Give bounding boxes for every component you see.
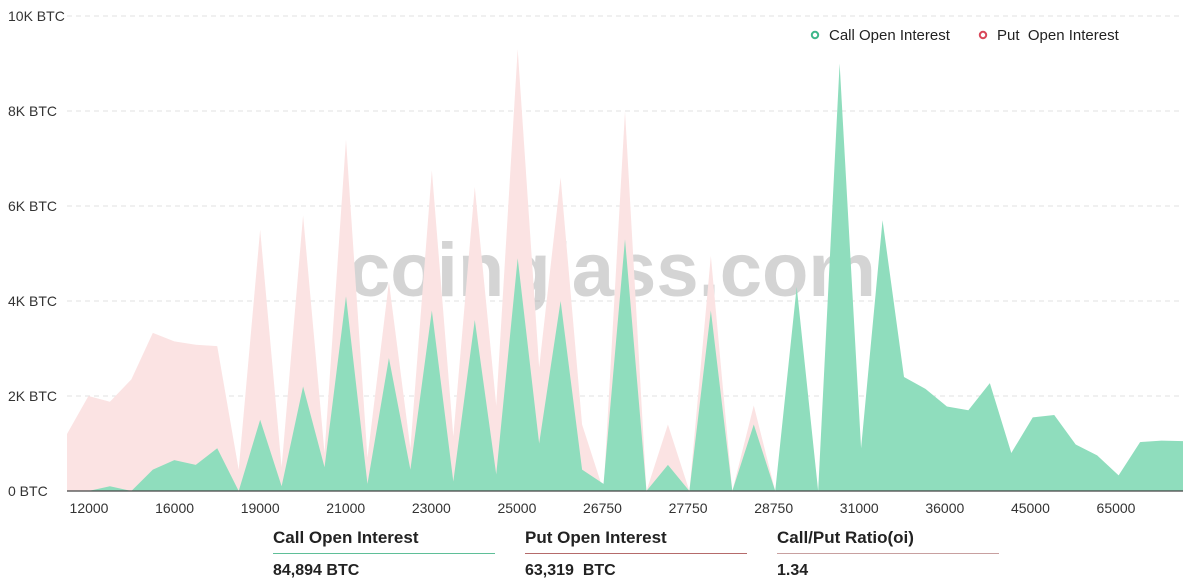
- put-stat: Put Open Interest 63,319 BTC: [525, 528, 747, 580]
- legend-label[interactable]: Call Open Interest: [829, 27, 951, 44]
- legend: Call Open Interest Put Open Interest: [810, 27, 1120, 44]
- x-tick-label: 19000: [241, 500, 280, 516]
- x-tick-label: 16000: [155, 500, 194, 516]
- y-tick-label: 2K BTC: [8, 388, 57, 404]
- x-tick-label: 25000: [497, 500, 536, 516]
- call-oi-label: Call Open Interest: [273, 528, 495, 554]
- series-areas: [67, 49, 1183, 491]
- y-tick-label: 4K BTC: [8, 293, 57, 309]
- x-tick-label: 36000: [925, 500, 964, 516]
- legend-marker: [978, 30, 988, 40]
- x-tick-label: 28750: [754, 500, 793, 516]
- x-tick-label: 27750: [669, 500, 708, 516]
- x-tick-label: 31000: [840, 500, 879, 516]
- summary-stats: Call Open Interest 84,894 BTC Put Open I…: [273, 528, 999, 580]
- series-area-call: [67, 63, 1183, 491]
- x-tick-label: 12000: [70, 500, 109, 516]
- call-oi-value: 84,894 BTC: [273, 562, 360, 579]
- put-oi-value: 63,319 BTC: [525, 562, 616, 579]
- x-tick-label: 26750: [583, 500, 622, 516]
- put-oi-label: Put Open Interest: [525, 528, 747, 554]
- y-axis: 0 BTC 2K BTC 4K BTC 6K BTC 8K BTC 10K BTC: [8, 8, 65, 499]
- y-tick-label: 8K BTC: [8, 103, 57, 119]
- x-tick-label: 21000: [326, 500, 365, 516]
- y-tick-label: 0 BTC: [8, 483, 48, 499]
- ratio-value: 1.34: [777, 562, 809, 579]
- call-stat: Call Open Interest 84,894 BTC: [273, 528, 495, 580]
- y-tick-label: 6K BTC: [8, 198, 57, 214]
- x-axis: 12000 16000 19000 21000 23000 25000 26750 27750…: [67, 490, 1183, 516]
- legend-label[interactable]: Put Open Interest: [997, 27, 1120, 44]
- x-tick-label: 45000: [1011, 500, 1050, 516]
- ratio-label: Call/Put Ratio(oi): [777, 528, 999, 554]
- ratio-stat: Call/Put Ratio(oi) 1.34: [777, 528, 999, 580]
- x-tick-label: 65000: [1097, 500, 1136, 516]
- x-tick-label: 23000: [412, 500, 451, 516]
- legend-marker: [810, 30, 820, 40]
- y-tick-label: 10K BTC: [8, 8, 65, 24]
